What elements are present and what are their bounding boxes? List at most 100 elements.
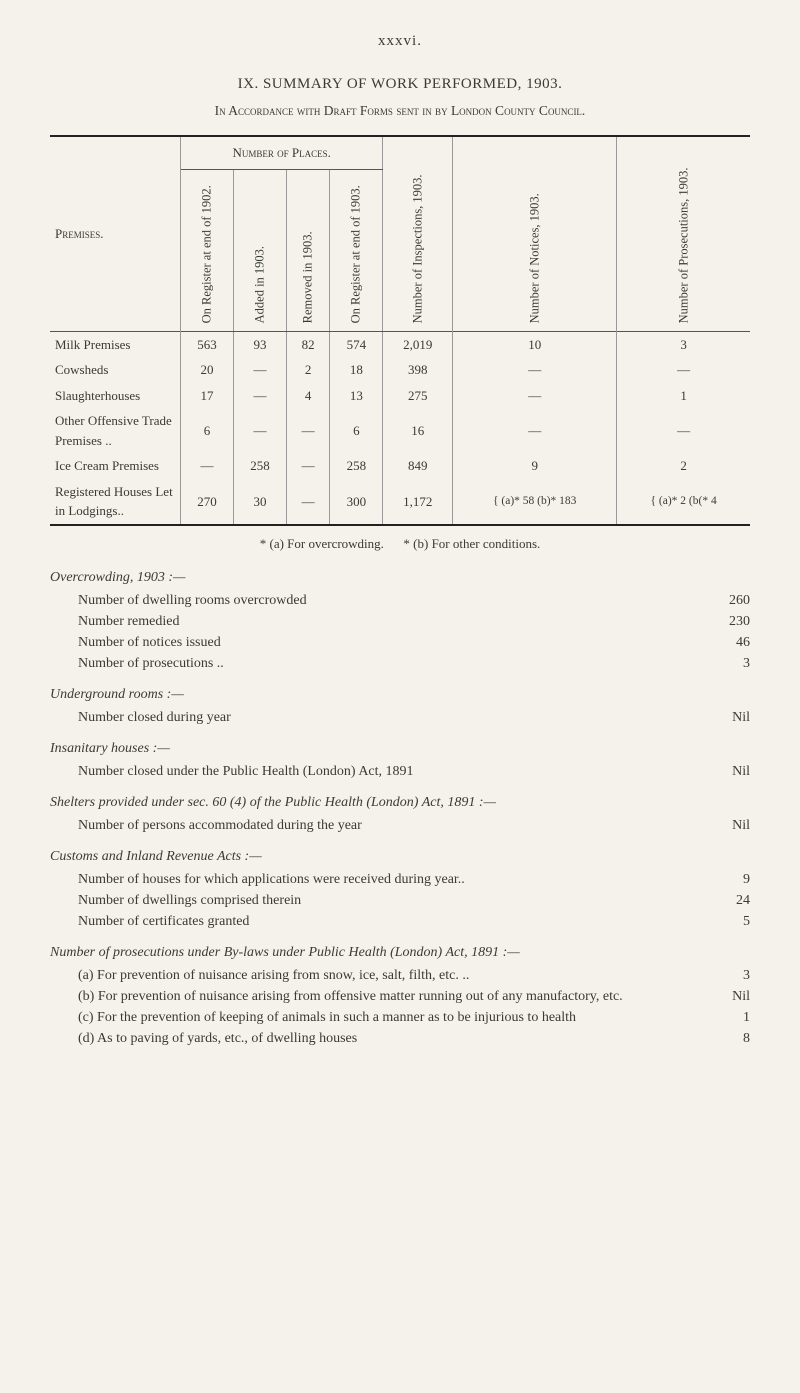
cell: 4 (286, 383, 329, 409)
list-item: (c) For the prevention of keeping of ani… (78, 1007, 750, 1028)
cell: 20 (181, 357, 234, 383)
item-text: (d) As to paving of yards, etc., of dwel… (78, 1028, 700, 1049)
cell: — (617, 357, 750, 383)
row-label: Registered Houses Let in Lodgings.. (50, 479, 181, 524)
item-text: Number closed during year (78, 707, 700, 728)
item-val: 260 (700, 590, 750, 611)
item-text: Number of certificates granted (78, 911, 700, 932)
item-val: 5 (700, 911, 750, 932)
cell: { (a)* 2 (b(* 4 (617, 479, 750, 524)
cell: — (453, 357, 617, 383)
cell: 6 (181, 408, 234, 453)
cell: 82 (286, 331, 329, 357)
cell: — (286, 408, 329, 453)
item-text: Number of dwellings comprised therein (78, 890, 700, 911)
footnote-b: * (b) For other conditions. (403, 536, 540, 551)
list-item: (d) As to paving of yards, etc., of dwel… (78, 1028, 750, 1049)
insanitary-head: Insanitary houses :— (50, 738, 750, 759)
cell: 563 (181, 331, 234, 357)
cell: 18 (330, 357, 383, 383)
cell: 16 (383, 408, 453, 453)
item-val: Nil (700, 761, 750, 782)
subtitle: In Accordance with Draft Forms sent in b… (50, 101, 750, 121)
table-row: Other Offensive Trade Premises .. 6 — — … (50, 408, 750, 453)
col-header-reg1902: On Register at end of 1902. (181, 169, 234, 331)
cell: 93 (233, 331, 286, 357)
footnote-a: * (a) For overcrowding. (260, 536, 384, 551)
item-val: Nil (700, 707, 750, 728)
summary-table-wrap: Premises. Number of Places. Number of In… (50, 135, 750, 526)
table-footnote: * (a) For overcrowding. * (b) For other … (50, 534, 750, 554)
item-text: Number of persons accommodated during th… (78, 815, 700, 836)
cell: 1,172 (383, 479, 453, 524)
col-header-inspections: Number of Inspections, 1903. (383, 137, 453, 331)
bylaws-head: Number of prosecutions under By-laws und… (50, 942, 750, 963)
cell: — (286, 453, 329, 479)
list-item: Number of houses for which applications … (78, 869, 750, 890)
cell: 849 (383, 453, 453, 479)
cell: — (617, 408, 750, 453)
item-val: 46 (700, 632, 750, 653)
shelters-head: Shelters provided under sec. 60 (4) of t… (50, 792, 750, 813)
item-text: Number of prosecutions .. (78, 653, 700, 674)
list-item: (b) For prevention of nuisance arising f… (78, 986, 750, 1007)
cell: 398 (383, 357, 453, 383)
list-item: Number remedied230 (78, 611, 750, 632)
cell: 2 (617, 453, 750, 479)
col-header-reg1903: On Register at end of 1903. (330, 169, 383, 331)
list-item: Number closed during yearNil (78, 707, 750, 728)
cell: — (233, 408, 286, 453)
item-val: Nil (700, 815, 750, 836)
cell: — (286, 479, 329, 524)
row-label: Slaughterhouses (50, 383, 181, 409)
col-header-added: Added in 1903. (233, 169, 286, 331)
group-header: Number of Places. (181, 137, 383, 169)
table-row: Milk Premises 563 93 82 574 2,019 10 3 (50, 331, 750, 357)
cell: 1 (617, 383, 750, 409)
item-text: Number of dwelling rooms overcrowded (78, 590, 700, 611)
item-text: (c) For the prevention of keeping of ani… (78, 1007, 700, 1028)
cell: 6 (330, 408, 383, 453)
item-text: (b) For prevention of nuisance arising f… (78, 986, 700, 1007)
cell: 275 (383, 383, 453, 409)
item-text: Number remedied (78, 611, 700, 632)
cell: 3 (617, 331, 750, 357)
list-item: Number of dwellings comprised therein24 (78, 890, 750, 911)
list-item: Number of dwelling rooms overcrowded260 (78, 590, 750, 611)
cell: — (453, 408, 617, 453)
cell: { (a)* 58 (b)* 183 (453, 479, 617, 524)
row-label: Cowsheds (50, 357, 181, 383)
item-val: 3 (700, 965, 750, 986)
row-label: Other Offensive Trade Premises .. (50, 408, 181, 453)
cell: 2,019 (383, 331, 453, 357)
cell: 574 (330, 331, 383, 357)
cell: 10 (453, 331, 617, 357)
page-number: xxxvi. (50, 30, 750, 53)
list-item: Number of certificates granted5 (78, 911, 750, 932)
col-header-prosecutions: Number of Prosecutions, 1903. (617, 137, 750, 331)
row-label: Milk Premises (50, 331, 181, 357)
cell: 258 (233, 453, 286, 479)
list-item: Number of notices issued46 (78, 632, 750, 653)
item-text: Number closed under the Public Health (L… (78, 761, 700, 782)
cell: 300 (330, 479, 383, 524)
customs-head: Customs and Inland Revenue Acts :— (50, 846, 750, 867)
cell: — (181, 453, 234, 479)
item-val: 3 (700, 653, 750, 674)
overcrowding-head: Overcrowding, 1903 :— (50, 567, 750, 588)
col-header-notices: Number of Notices, 1903. (453, 137, 617, 331)
item-val: 24 (700, 890, 750, 911)
cell: — (233, 383, 286, 409)
row-label: Ice Cream Premises (50, 453, 181, 479)
table-row: Ice Cream Premises — 258 — 258 849 9 2 (50, 453, 750, 479)
summary-table: Premises. Number of Places. Number of In… (50, 137, 750, 524)
list-item: Number closed under the Public Health (L… (78, 761, 750, 782)
item-text: (a) For prevention of nuisance arising f… (78, 965, 700, 986)
list-item: (a) For prevention of nuisance arising f… (78, 965, 750, 986)
cell: — (453, 383, 617, 409)
underground-head: Underground rooms :— (50, 684, 750, 705)
table-row: Cowsheds 20 — 2 18 398 — — (50, 357, 750, 383)
item-val: 8 (700, 1028, 750, 1049)
cell: 258 (330, 453, 383, 479)
cell: 9 (453, 453, 617, 479)
